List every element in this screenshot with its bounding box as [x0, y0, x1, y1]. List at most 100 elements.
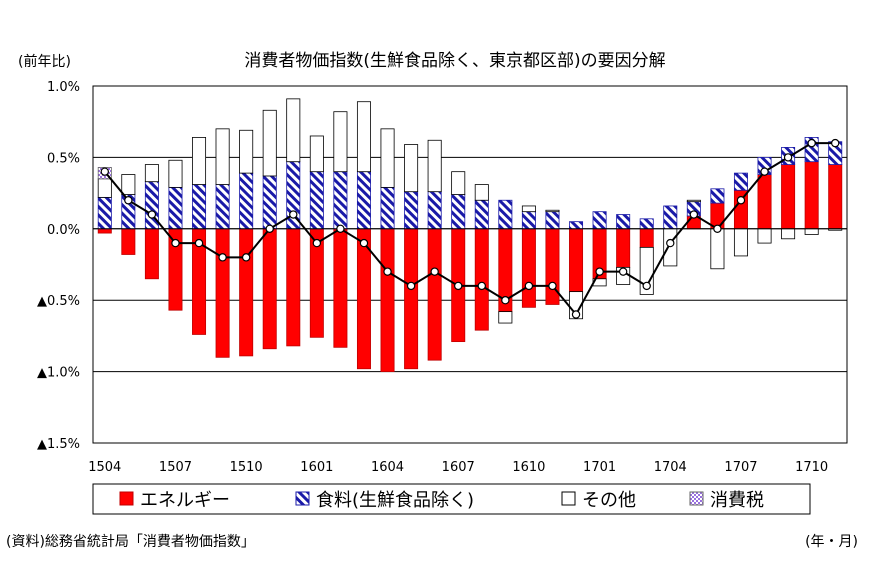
bar-other	[781, 228, 796, 240]
bar-other	[451, 171, 466, 195]
y-tick-label: 0.0%	[47, 223, 80, 238]
bar-food	[474, 199, 489, 230]
legend-energy-label: エネルギー	[140, 490, 230, 511]
total-point	[618, 267, 628, 276]
bar-food	[97, 196, 112, 230]
total-point	[642, 281, 651, 291]
bar-energy	[97, 228, 112, 234]
bar-food	[404, 191, 419, 230]
bar-food	[616, 214, 631, 230]
y-axis-ticks: 1.0% 0.5% 0.0% ▲0.5% ▲1.0% ▲1.5%	[37, 80, 80, 452]
bar-other	[97, 178, 112, 198]
legend-tax-label: 消費税	[710, 490, 764, 511]
total-point	[807, 138, 816, 148]
bar-energy	[474, 228, 489, 331]
total-point	[336, 224, 345, 233]
y-tick-label: ▲0.5%	[37, 294, 80, 309]
bar-energy	[828, 164, 843, 230]
legend-other-swatch	[561, 491, 576, 506]
bar-food	[710, 188, 725, 204]
x-tick-label: 1704	[654, 460, 687, 475]
y-tick-label: 0.5%	[47, 151, 80, 166]
bar-food	[144, 181, 159, 230]
bar-energy	[804, 161, 819, 230]
bar-energy	[616, 228, 631, 268]
bar-other	[498, 311, 513, 324]
x-tick-label: 1701	[583, 460, 616, 475]
y-unit-label: (前年比)	[18, 53, 71, 70]
bar-energy	[781, 164, 796, 230]
total-point	[430, 267, 439, 276]
total-point	[760, 167, 769, 176]
x-tick-label: 1510	[230, 460, 263, 475]
total-point	[383, 267, 392, 276]
bar-other	[309, 135, 324, 173]
bar-energy	[757, 174, 772, 230]
bar-other	[121, 174, 136, 195]
bar-food	[663, 205, 678, 230]
total-point	[571, 310, 581, 319]
total-point	[100, 167, 109, 176]
bar-other	[545, 209, 560, 213]
bar-food	[356, 171, 371, 230]
bar-food	[192, 184, 207, 230]
bar-other	[262, 109, 277, 177]
bar-food	[569, 221, 584, 230]
bar-other	[168, 159, 183, 188]
total-points	[100, 138, 840, 319]
bar-food	[592, 211, 607, 230]
legend-food-label: 食料(生鮮食品除く)	[316, 490, 474, 511]
legend-energy-swatch	[119, 491, 134, 506]
y-tick-label: 1.0%	[47, 80, 80, 95]
bar-other	[804, 228, 819, 235]
bar-other	[733, 228, 748, 257]
bar-food	[239, 172, 254, 230]
bar-other	[686, 199, 701, 203]
legend-food-swatch	[295, 491, 310, 506]
chart-title: 消費者物価指数(生鮮食品除く、東京都区部)の要因分解	[244, 51, 665, 71]
legend-other-label: その他	[582, 490, 636, 511]
total-point	[524, 281, 534, 291]
legend: エネルギー 食料(生鮮食品除く) その他 消費税	[92, 483, 811, 515]
bar-energy	[521, 228, 536, 308]
bar-energy	[239, 228, 254, 357]
total-point	[783, 153, 793, 162]
bar-other	[427, 139, 442, 193]
bar-energy	[427, 228, 442, 361]
y-tick-label: ▲1.5%	[37, 437, 80, 452]
total-point	[477, 281, 486, 291]
bar-food	[168, 186, 183, 230]
x-tick-label: 1601	[300, 460, 333, 475]
bar-food	[545, 211, 560, 230]
total-point	[124, 196, 133, 205]
x-axis-label: (年・月)	[805, 534, 858, 550]
total-point	[713, 224, 722, 233]
bar-other	[356, 101, 371, 173]
bar-food	[451, 194, 466, 230]
bar-energy	[333, 228, 348, 348]
bar-energy	[121, 228, 136, 255]
total-point	[359, 238, 369, 248]
bar-food	[498, 199, 513, 230]
x-tick-label: 1507	[159, 460, 192, 475]
legend-tax-swatch	[689, 491, 704, 506]
bar-food	[262, 175, 277, 230]
total-point	[831, 138, 840, 148]
bar-food	[521, 211, 536, 230]
bar-energy	[286, 228, 301, 347]
total-point	[666, 238, 675, 248]
bar-other	[239, 129, 254, 174]
bar-other	[144, 164, 159, 183]
total-point	[171, 238, 180, 248]
bar-other	[663, 228, 678, 267]
bars	[97, 98, 843, 373]
bar-other	[757, 228, 772, 244]
bar-other	[333, 111, 348, 173]
total-point	[312, 238, 322, 248]
total-point	[406, 281, 416, 291]
bar-energy	[545, 228, 560, 305]
bar-food	[733, 172, 748, 191]
plot-area: 1.0% 0.5% 0.0% ▲0.5% ▲1.0% ▲1.5% 1504 1507 1510…	[37, 80, 848, 475]
total-point	[147, 210, 157, 219]
bar-energy	[639, 228, 654, 248]
